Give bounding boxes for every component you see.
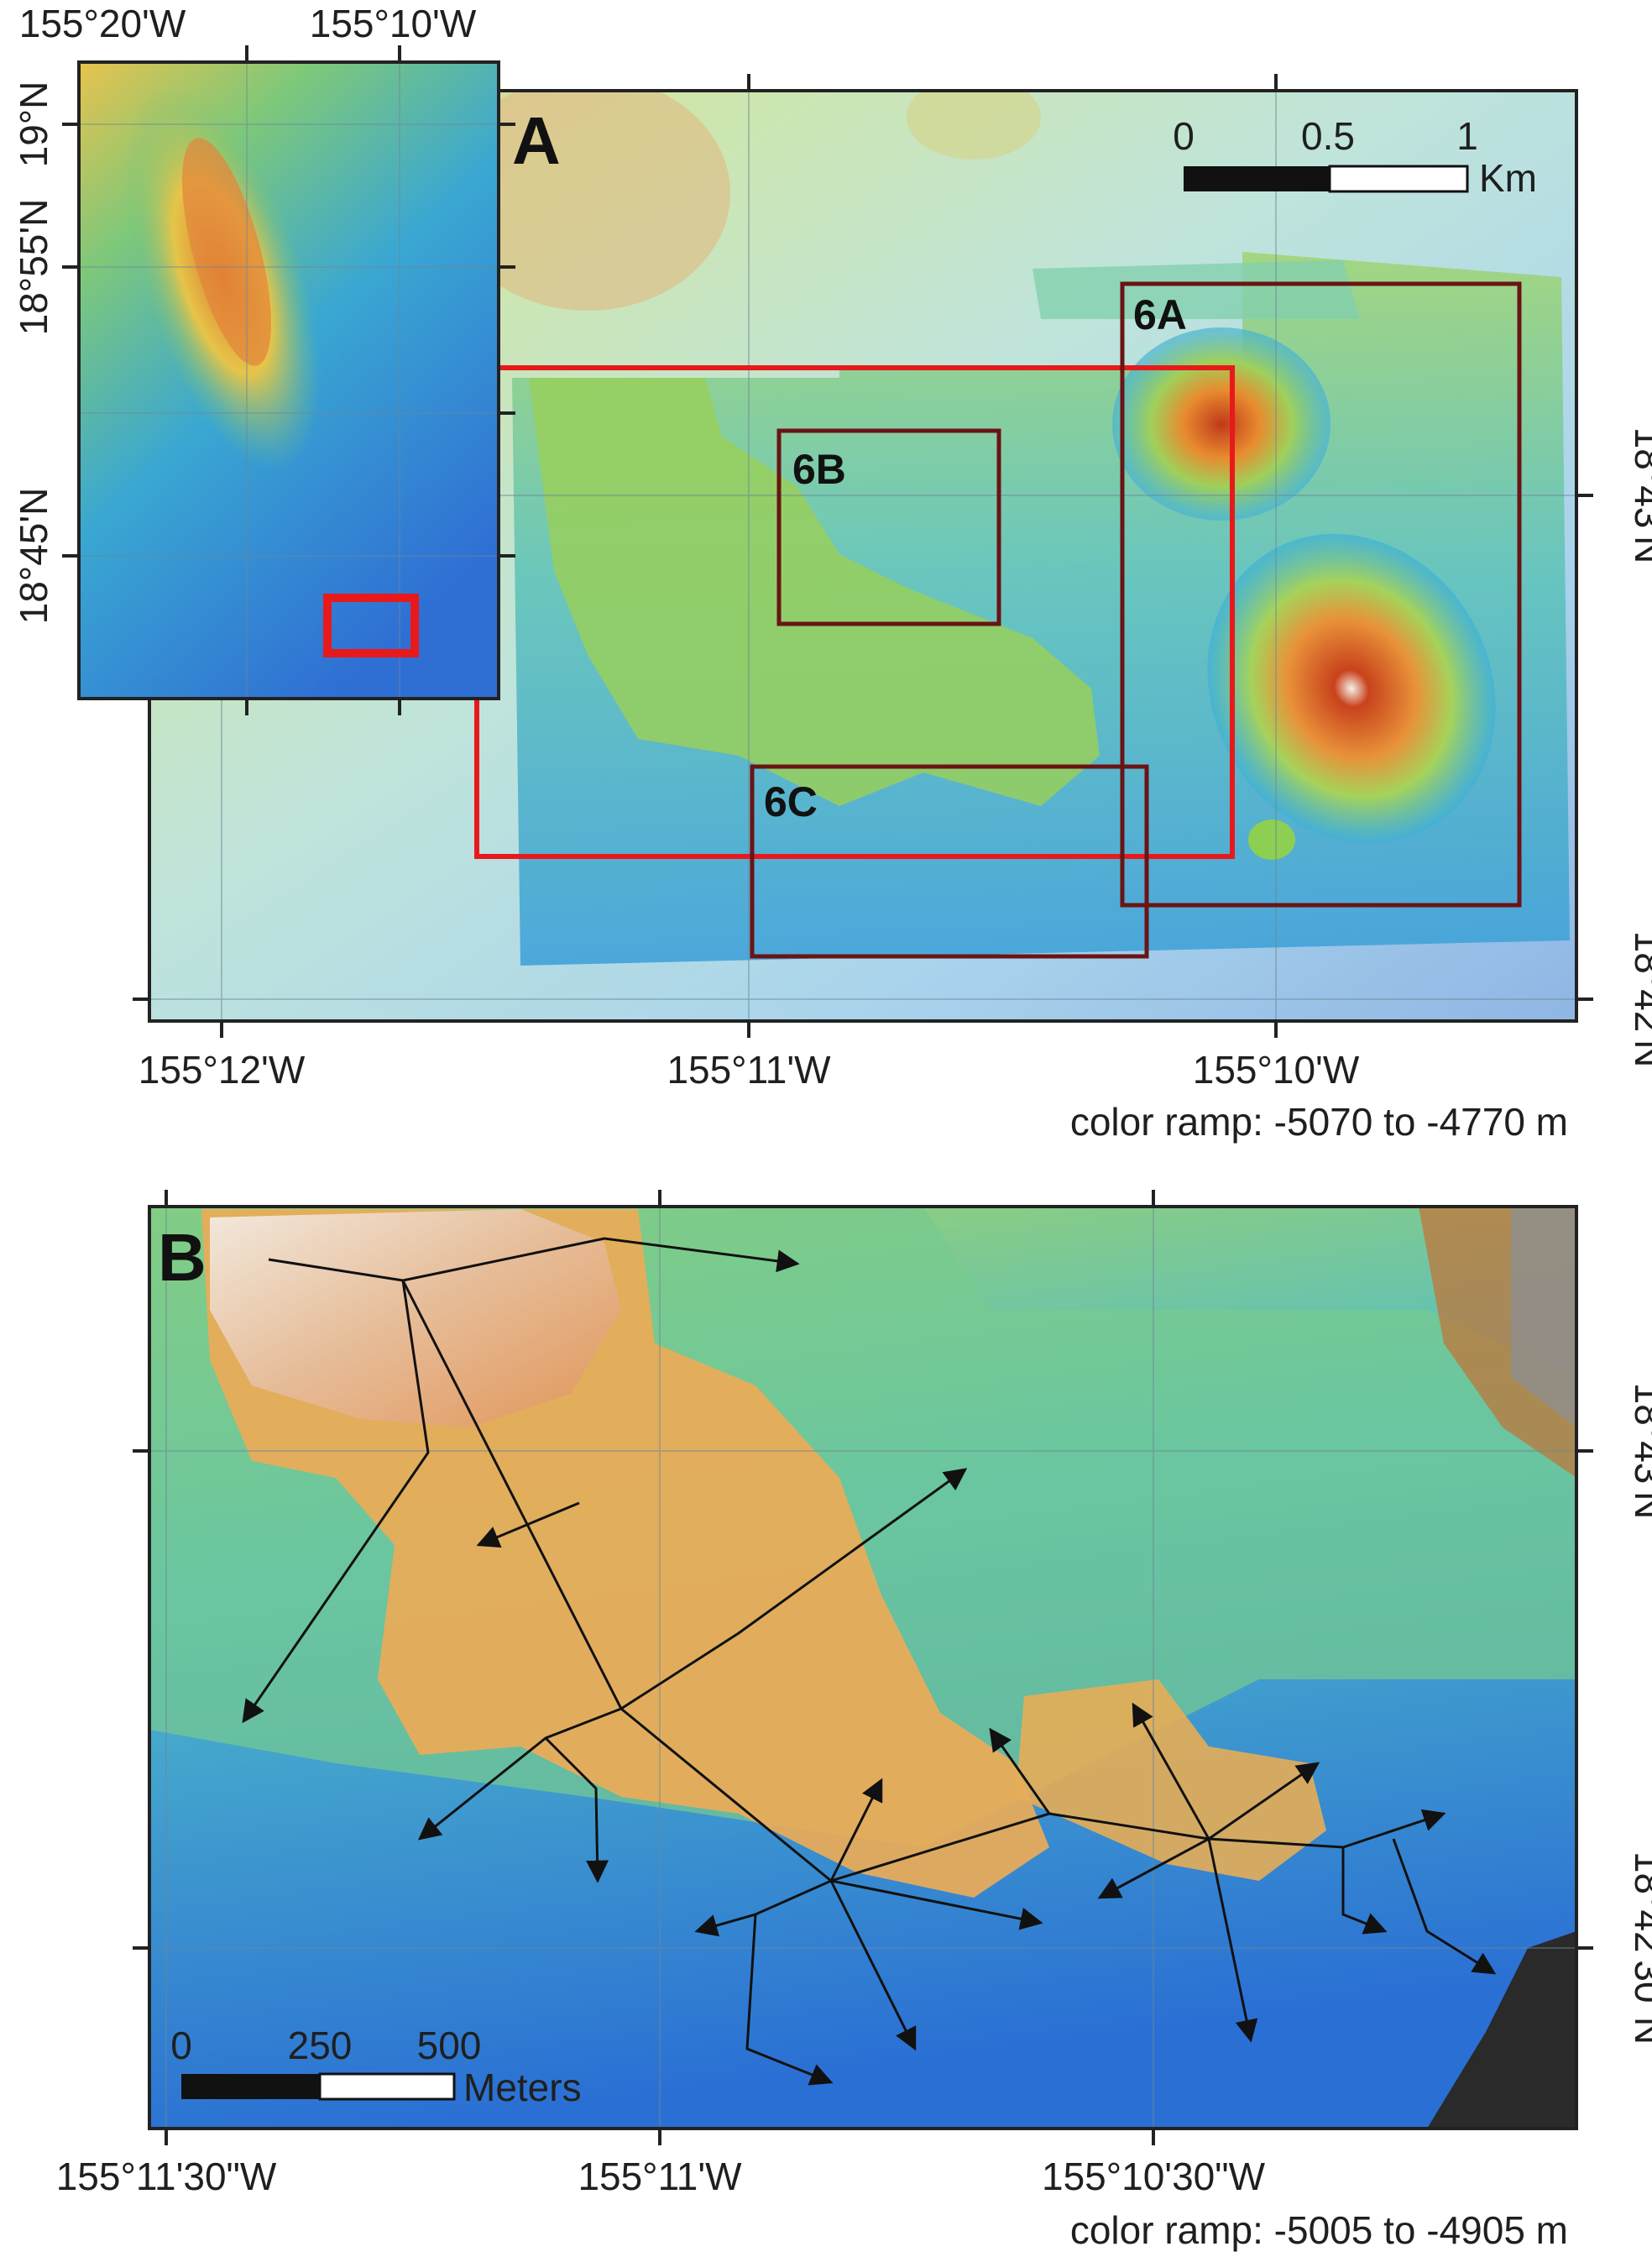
inset-ytick-1: 18°55'N	[12, 199, 55, 336]
flow-arrow	[1341, 1847, 1388, 1935]
scale-label-1: 1	[1456, 114, 1478, 158]
flow-arrow	[544, 1736, 609, 1883]
inset-xtick-0: 155°20'W	[19, 2, 186, 45]
panel-b-graticule	[149, 1207, 1576, 2129]
panel-a-xtick-1: 155°11'W	[667, 1048, 831, 1092]
panel-a-lava-flow	[529, 378, 1100, 806]
box-6b-label: 6B	[792, 446, 846, 493]
inset-map: 155°20'W 155°10'W 19°N 18°55'N 18°45'N	[12, 2, 515, 715]
flow-arrow	[620, 1468, 968, 1710]
seamount-north	[1112, 327, 1330, 521]
box-6a	[1120, 281, 1522, 908]
panel-b-xtick-0: 155°11'30"W	[56, 2155, 277, 2198]
lava-flow-source	[210, 1209, 621, 1427]
box-6a-label: 6A	[1133, 291, 1187, 338]
panel-b-ytick-0: 18°43'N	[1627, 1383, 1652, 1520]
flow-arrow	[829, 1880, 917, 2051]
panel-b-color-ramp: color ramp: -5005 to -4905 m	[1070, 2208, 1568, 2252]
panel-a-xtick-0: 155°12'W	[139, 1048, 306, 1092]
inset-xtick-1: 155°10'W	[310, 2, 477, 45]
flow-arrow	[1392, 1838, 1497, 1975]
inset-frame	[77, 60, 500, 700]
panel-a-map	[149, 91, 1576, 1021]
box-6c-label: 6C	[764, 778, 818, 825]
scale-label-250: 250	[288, 2024, 353, 2067]
dark-relief-corner	[1427, 1931, 1576, 2129]
panel-a-color-ramp: color ramp: -5070 to -4770 m	[1070, 1100, 1568, 1144]
inset-location-box	[323, 594, 419, 657]
panel-a-ytick-0: 18°43'N	[1627, 427, 1652, 564]
panel-b-letter: B	[158, 1220, 206, 1295]
panel-b-frame	[148, 1205, 1578, 2130]
inset-ytick-2: 18°45'N	[12, 488, 55, 625]
flow-arrow	[745, 1914, 834, 2086]
panel-a-ytick-1: 18°42'N	[1627, 931, 1652, 1068]
lava-flow-east	[1016, 1679, 1326, 1881]
panel-b-map	[149, 1207, 1576, 2129]
flow-direction-arrows	[242, 1237, 1497, 2086]
scale-label-0: 0	[170, 2024, 192, 2067]
panel-a-shaded-seamount	[445, 91, 730, 311]
panel-b-scale-bar: 0 250 500 Meters	[170, 2024, 581, 2109]
inset-ytick-0: 19°N	[12, 81, 55, 168]
panel-a-xtick-2: 155°10'W	[1193, 1048, 1360, 1092]
flow-arrow	[1132, 1702, 1210, 1840]
panel-b-ytick-1: 18°42'30"N	[1627, 1851, 1652, 2045]
panel-a-scale-bar: 0 0.5 1 Km	[1173, 114, 1537, 200]
scale-label-500: 500	[417, 2024, 482, 2067]
panel-b-xtick-2: 155°10'30"W	[1042, 2155, 1266, 2198]
flow-arrow	[829, 1778, 883, 1882]
scale-label-0: 0	[1173, 114, 1195, 158]
panel-b: B 0 250 500 Meters 155°11'30"W 155°11'W …	[56, 1190, 1652, 2252]
flow-arrow	[1097, 1837, 1210, 1899]
box-6c	[750, 764, 1149, 959]
box-6b	[776, 428, 1001, 626]
panel-a: 6A 6B 6C A 0 0.5 1 Km 155°12'W 155°11'W …	[12, 2, 1652, 1144]
flow-arrow	[1207, 1838, 1258, 2043]
no-data-shading	[1511, 1207, 1576, 1427]
flow-arrow	[268, 1237, 800, 1282]
flow-arrow	[476, 1501, 580, 1548]
scale-unit-meters: Meters	[463, 2066, 582, 2109]
panel-b-ticks	[133, 1190, 1593, 2145]
scale-unit-km: Km	[1479, 156, 1537, 200]
flow-arrow	[242, 1280, 430, 1724]
seamount-south	[1207, 533, 1496, 844]
panel-b-xtick-1: 155°11'W	[578, 2155, 742, 2198]
scale-label-0-5: 0.5	[1301, 114, 1355, 158]
panel-a-letter: A	[512, 103, 561, 178]
flow-arrow	[401, 1280, 1043, 1930]
